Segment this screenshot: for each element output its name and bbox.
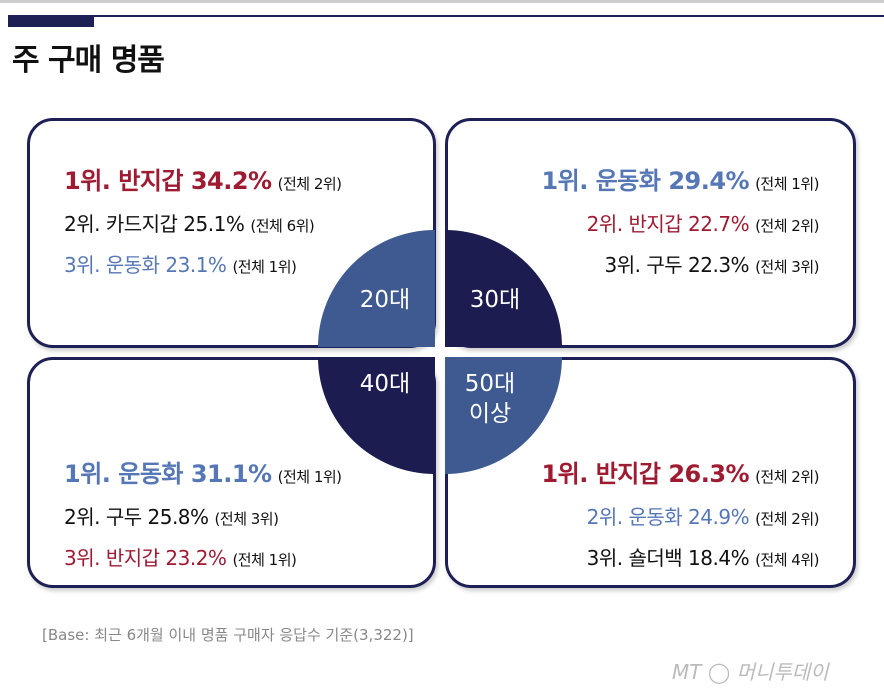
top-shade: [0, 0, 884, 3]
box-20s: 1위. 반지갑 34.2% (전체 2위) 2위. 카드지갑 25.1% (전체 6…: [27, 118, 436, 348]
rank-1: 1위. 반지갑 26.3% (전체 2위): [541, 460, 819, 488]
footnote: [Base: 최근 6개월 이내 명품 구매자 응답수 기준(3,322)]: [42, 626, 414, 644]
header-accent-bar: [8, 15, 94, 27]
rank-1: 1위. 운동화 29.4% (전체 1위): [541, 167, 819, 195]
rank-1: 1위. 반지갑 34.2% (전체 2위): [64, 167, 342, 195]
logo: MT ◯ 머니투데이: [672, 660, 829, 684]
age-label-50s: 50대 이상: [464, 371, 516, 427]
header-rule: [8, 15, 884, 17]
rank-3: 3위. 숄더백 18.4% (전체 4위): [586, 546, 820, 570]
rank-3: 3위. 반지갑 23.2% (전체 1위): [64, 546, 297, 570]
age-label-40s: 40대: [359, 371, 411, 397]
rank-1: 1위. 운동화 31.1% (전체 1위): [64, 460, 342, 488]
rank-2: 2위. 반지갑 22.7% (전체 2위): [586, 212, 820, 236]
age-label-20s: 20대: [359, 287, 411, 313]
age-label-30s: 30대: [469, 287, 521, 313]
rank-2: 2위. 구두 25.8% (전체 3위): [64, 505, 279, 529]
page-title: 주 구매 명품: [12, 43, 165, 78]
quarter-40s: [318, 357, 435, 474]
quarter-30s: [445, 230, 562, 347]
rank-2: 2위. 운동화 24.9% (전체 2위): [586, 505, 820, 529]
quarter-20s: [318, 230, 435, 347]
rank-2: 2위. 카드지갑 25.1% (전체 6위): [64, 212, 315, 236]
rank-3: 3위. 구두 22.3% (전체 3위): [604, 253, 820, 277]
box-40s: 1위. 운동화 31.1% (전체 1위) 2위. 구두 25.8% (전체 3위)…: [27, 357, 436, 588]
rank-3: 3위. 운동화 23.1% (전체 1위): [64, 253, 297, 277]
quarter-50s: [445, 357, 562, 474]
